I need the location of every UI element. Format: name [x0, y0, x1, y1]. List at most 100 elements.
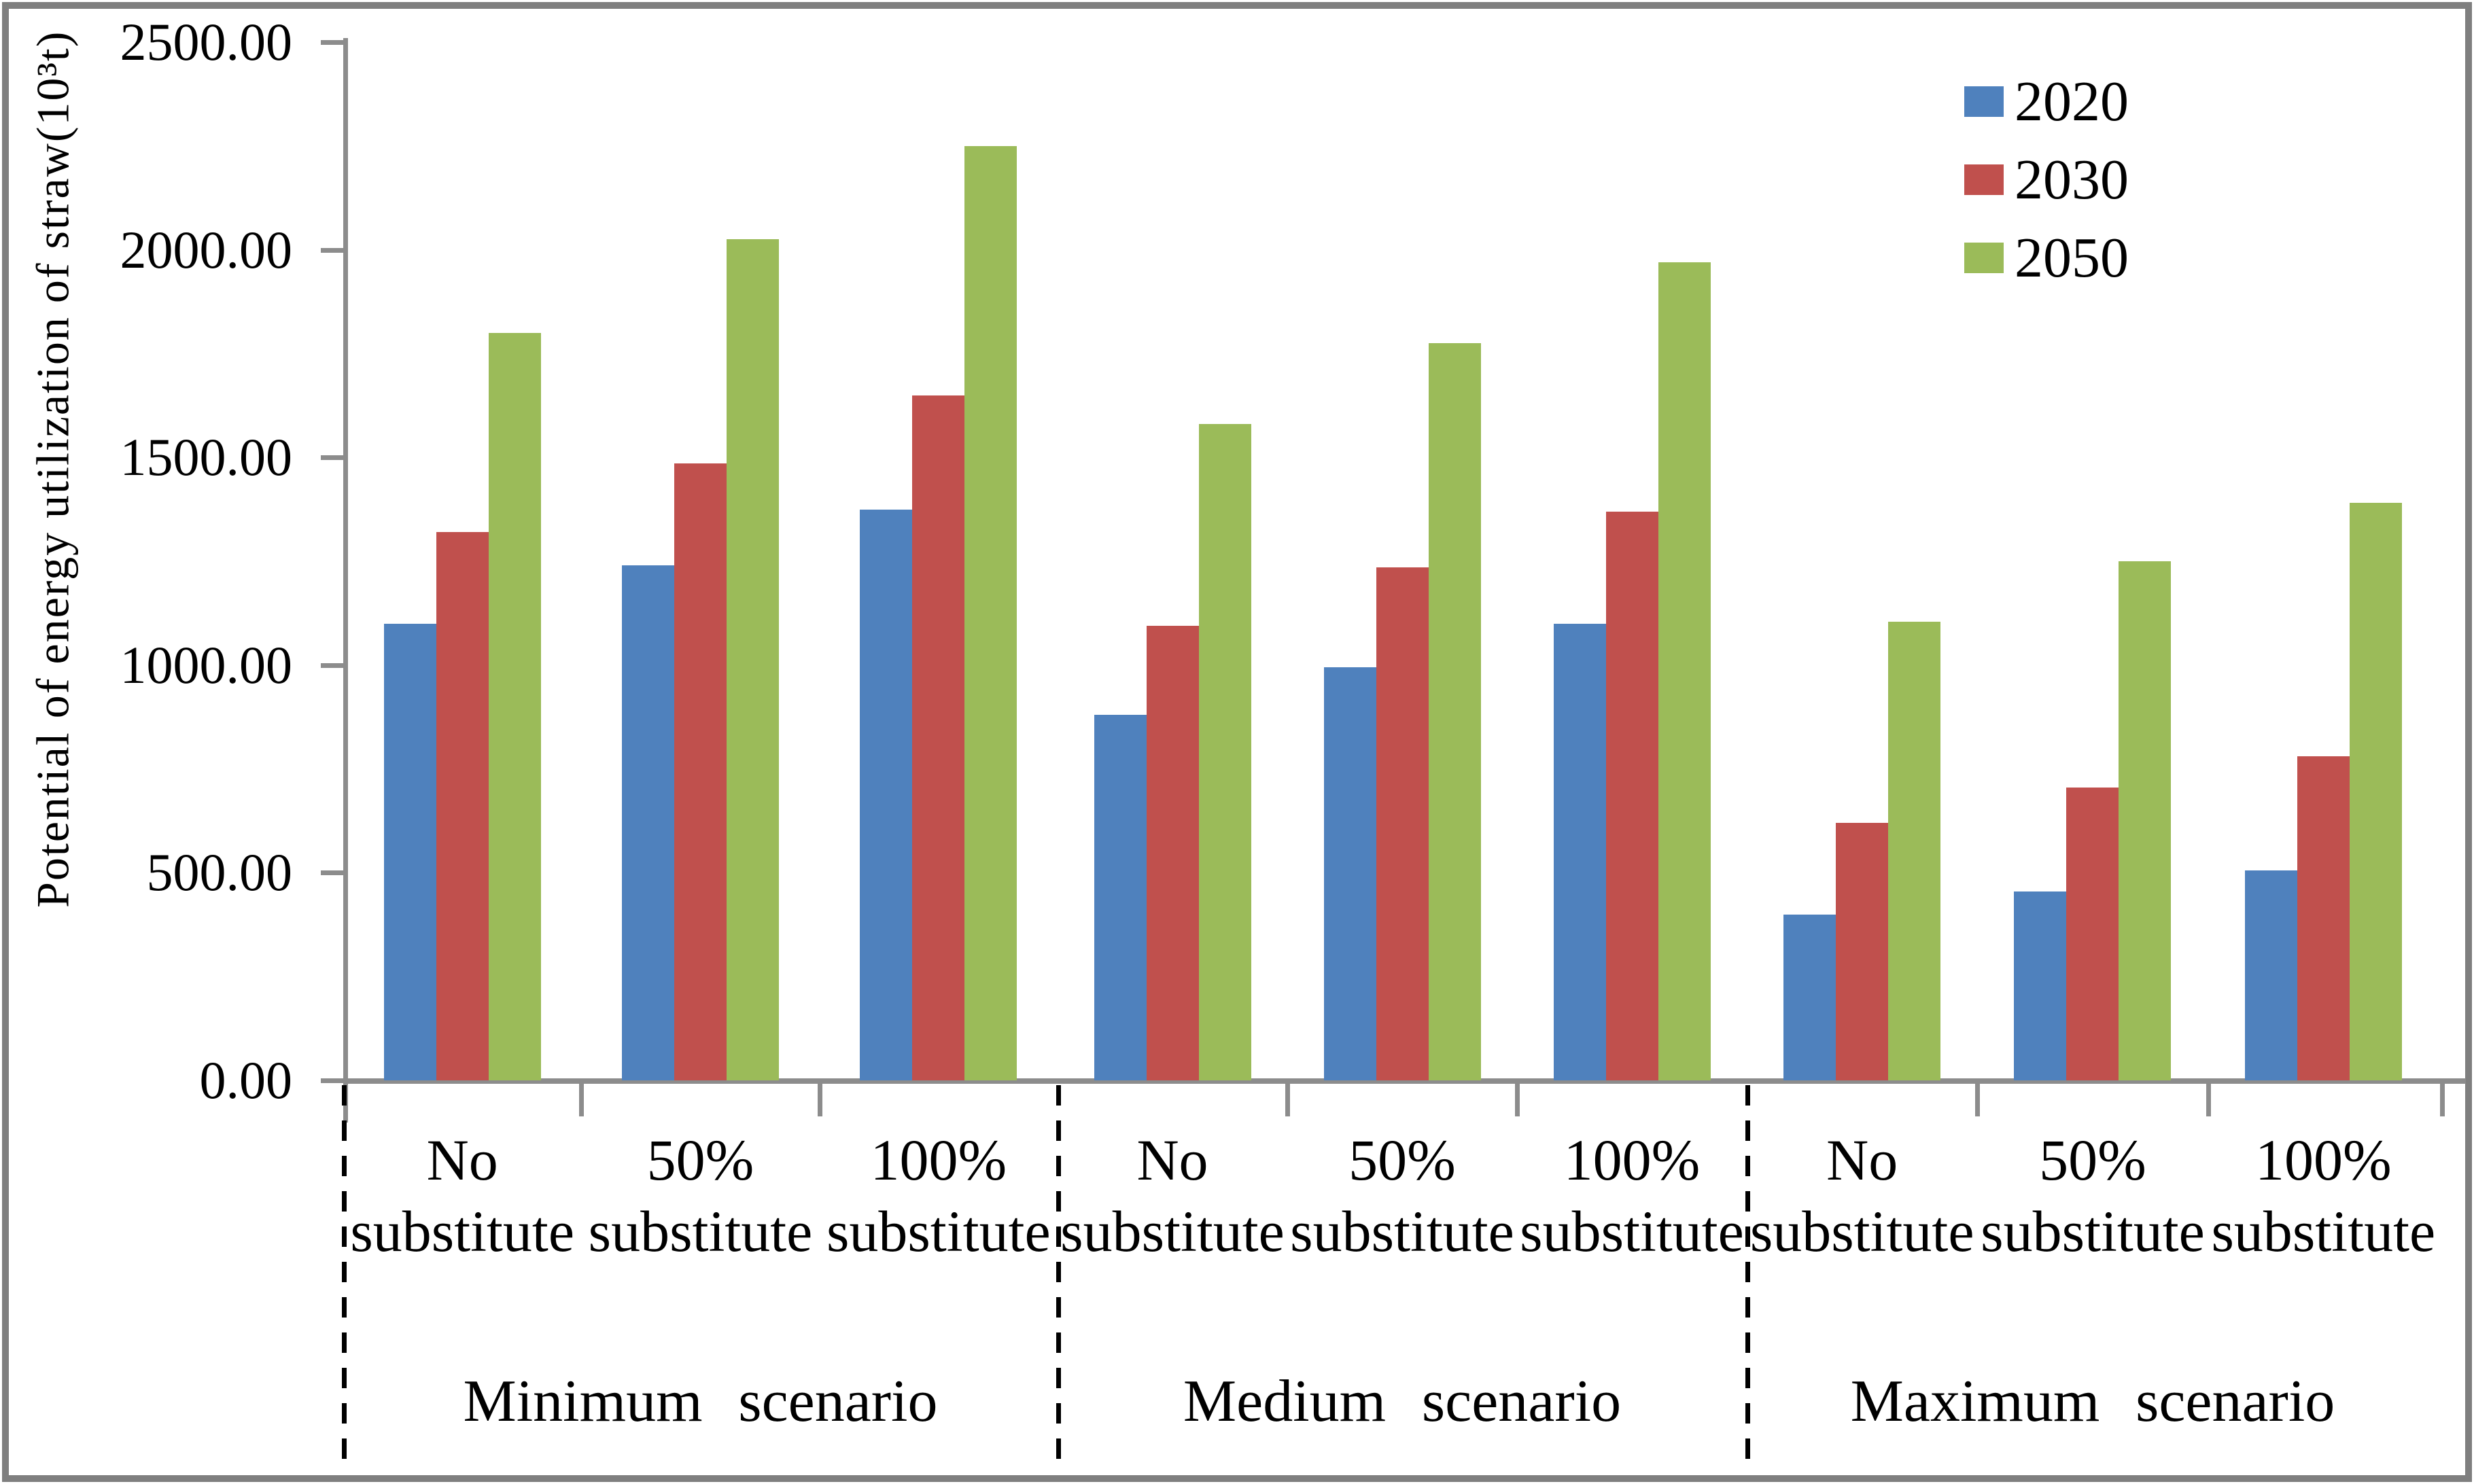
- bar-cluster-slot: [343, 42, 581, 1080]
- scenario-label: Medium scenario: [1183, 1368, 1622, 1434]
- bar-2050: [726, 239, 779, 1080]
- category-label: No substitute: [343, 1125, 581, 1274]
- category-tick-mark: [1285, 1084, 1290, 1116]
- y-tick-mark: [321, 870, 344, 876]
- category-label-line1: 100%: [870, 1127, 1007, 1192]
- bar-cluster-slot: [1747, 42, 1977, 1080]
- bar-2050: [964, 146, 1017, 1080]
- bar-2050: [1198, 424, 1251, 1080]
- category-label-line1: 100%: [2255, 1127, 2392, 1192]
- bar-cluster: [621, 239, 779, 1080]
- y-axis-line: [343, 38, 348, 1123]
- bar-cluster: [1553, 262, 1711, 1080]
- y-tick-label: 2500.00: [120, 12, 293, 71]
- bar-2030: [1376, 567, 1429, 1080]
- bar-cluster-slot: [1977, 42, 2208, 1080]
- bar-2030: [436, 532, 489, 1080]
- y-tick-mark: [321, 455, 344, 461]
- category-tick-mark: [2440, 1084, 2445, 1116]
- bar-2020: [383, 624, 436, 1080]
- bar-2050: [1658, 262, 1711, 1080]
- group-separator-line: [1056, 1085, 1061, 1470]
- category-tick-mark: [1975, 1084, 1980, 1116]
- category-label: No substitute: [1058, 1125, 1287, 1274]
- category-label: 100% substitute: [820, 1125, 1058, 1274]
- y-tick-mark: [321, 40, 344, 45]
- y-tick-label: 2000.00: [120, 219, 293, 279]
- bar-cluster: [2244, 503, 2402, 1080]
- bar-2030: [1146, 626, 1199, 1080]
- bar-cluster: [1094, 424, 1251, 1080]
- y-tick-label: 0.00: [199, 1050, 293, 1110]
- category-label-line1: 50%: [1348, 1127, 1456, 1192]
- category-label-line2: substitute: [1981, 1199, 2205, 1264]
- y-tick-mark: [321, 1078, 344, 1083]
- bar-cluster: [860, 146, 1017, 1080]
- bar-2030: [912, 395, 965, 1080]
- group-separator-line: [1745, 1085, 1750, 1470]
- category-label: 100% substitute: [1517, 1125, 1747, 1274]
- category-tick-mark: [2206, 1084, 2211, 1116]
- group-separator-line: [342, 1085, 347, 1470]
- legend-label: 2020: [2015, 69, 2129, 133]
- legend-swatch-2030: [1964, 164, 2004, 195]
- bar-2030: [2066, 788, 2119, 1080]
- scenario-label: Minimum scenario: [463, 1368, 938, 1434]
- bar-cluster: [1323, 343, 1481, 1080]
- bar-2050: [1428, 343, 1481, 1080]
- category-label-line2: substitute: [826, 1199, 1051, 1264]
- category-label: No substitute: [1747, 1125, 1977, 1274]
- legend-label: 2050: [2015, 226, 2129, 289]
- bar-cluster-slot: [2208, 42, 2439, 1080]
- x-axis-line: [343, 1078, 2466, 1084]
- category-label-line2: substitute: [1520, 1199, 1744, 1264]
- category-label-line1: 100%: [1563, 1127, 1701, 1192]
- bar-cluster-slot: [581, 42, 819, 1080]
- legend: 2020 2030 2050: [1964, 63, 2129, 297]
- category-label-line2: substitute: [588, 1199, 813, 1264]
- bar-cluster-slot: [820, 42, 1058, 1080]
- bar-cluster-slot: [1517, 42, 1747, 1080]
- category-label-line1: No: [426, 1127, 498, 1192]
- bar-2020: [2244, 870, 2297, 1080]
- category-label: 50% substitute: [1977, 1125, 2208, 1274]
- bar-2050: [1888, 622, 1941, 1080]
- y-tick-mark: [321, 247, 344, 253]
- category-label-line1: 50%: [646, 1127, 754, 1192]
- bar-2020: [1553, 624, 1606, 1080]
- legend-item-2030: 2030: [1964, 141, 2129, 219]
- legend-swatch-2020: [1964, 86, 2004, 117]
- y-tick-mark: [321, 662, 344, 668]
- y-tick-label: 1000.00: [120, 635, 293, 694]
- bar-2030: [674, 463, 727, 1080]
- bar-cluster: [1783, 622, 1941, 1080]
- category-label-line1: 50%: [2039, 1127, 2146, 1192]
- category-label-line2: substitute: [1749, 1199, 1974, 1264]
- bar-2030: [2297, 756, 2350, 1080]
- bar-2050: [2349, 503, 2402, 1080]
- bar-2030: [1605, 512, 1658, 1080]
- category-tick-mark: [1515, 1084, 1520, 1116]
- bar-cluster-slot: [1058, 42, 1287, 1080]
- legend-item-2020: 2020: [1964, 63, 2129, 141]
- category-label-line2: substitute: [350, 1199, 574, 1264]
- bar-cluster-slot: [1287, 42, 1517, 1080]
- legend-item-2050: 2050: [1964, 219, 2129, 297]
- legend-swatch-2050: [1964, 243, 2004, 273]
- category-label-line2: substitute: [2211, 1199, 2436, 1264]
- scenario-label: Maximum scenario: [1850, 1368, 2335, 1434]
- y-tick-label: 1500.00: [120, 427, 293, 487]
- category-tick-mark: [579, 1084, 584, 1116]
- bar-2020: [2014, 891, 2067, 1080]
- category-label: 100% substitute: [2208, 1125, 2439, 1274]
- category-label-line2: substitute: [1290, 1199, 1514, 1264]
- category-label: 50% substitute: [581, 1125, 819, 1274]
- bar-2050: [488, 333, 541, 1080]
- legend-label: 2030: [2015, 147, 2129, 211]
- bar-2020: [1323, 667, 1376, 1080]
- category-label-line2: substitute: [1060, 1199, 1285, 1264]
- bar-cluster: [2014, 561, 2172, 1080]
- bar-2030: [1836, 823, 1889, 1080]
- category-label-line1: No: [1826, 1127, 1898, 1192]
- category-label-line1: No: [1136, 1127, 1208, 1192]
